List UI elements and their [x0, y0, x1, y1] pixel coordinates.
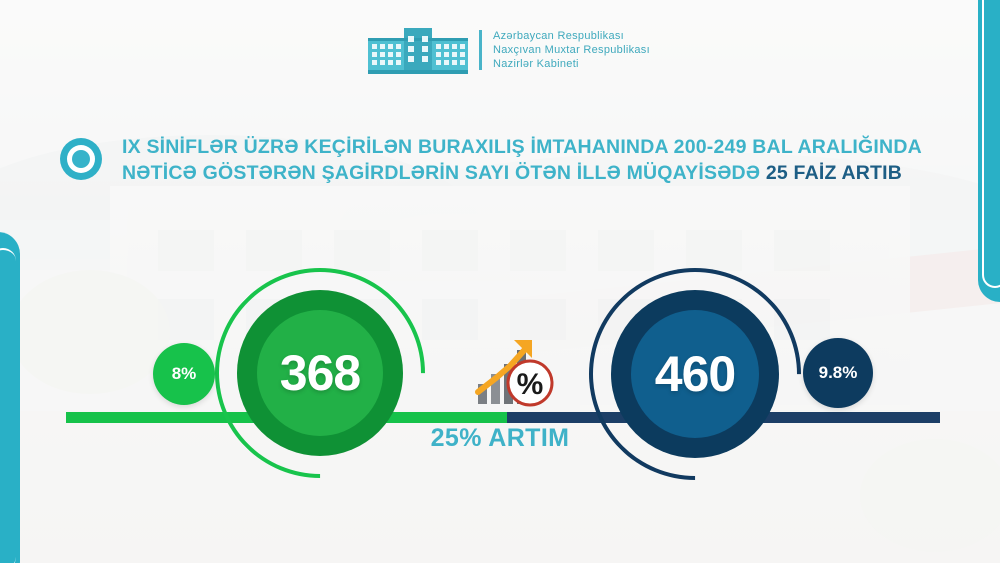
metric-right-ring: 460: [611, 290, 779, 458]
metric-left-ring: 368: [237, 290, 403, 456]
logo-line-2: Naxçıvan Muxtar Respublikası: [493, 44, 650, 56]
metric-left-value: 368: [279, 345, 361, 401]
logo-divider: [479, 30, 482, 70]
headline-line-1: IX SİNİFLƏR ÜZRƏ KEÇİRİLƏN BURAXILIŞ İMT…: [122, 136, 922, 158]
growth-label: 25% ARTIM: [430, 424, 570, 452]
ring-bullet-icon: [60, 138, 102, 180]
headline-line-2-normal: NƏTİCƏ GÖSTƏRƏN ŞAGİRDLƏRİN SAYI ÖTƏN İL…: [122, 162, 766, 185]
logo: Azərbaycan Respublikası Naxçıvan Muxtar …: [368, 26, 650, 74]
decoration-bar-left: [0, 232, 20, 563]
decoration-bar-left-outline: [0, 248, 16, 563]
metric-right[interactable]: 460: [545, 224, 845, 524]
headline-line-2: NƏTİCƏ GÖSTƏRƏN ŞAGİRDLƏRİN SAYI ÖTƏN İL…: [122, 160, 922, 186]
percent-symbol: %: [517, 368, 544, 401]
metric-right-value: 460: [654, 346, 736, 402]
metric-left-disc: 368: [257, 310, 383, 436]
logo-line-1: Azərbaycan Respublikası: [493, 30, 625, 42]
decoration-bar-right-outline: [982, 0, 1000, 288]
growth-chart-percent-icon: %: [475, 340, 554, 407]
badge-left-percent[interactable]: 8%: [153, 343, 215, 405]
baseline-bar: [66, 412, 940, 423]
logo-line-3: Nazirlər Kabineti: [493, 58, 579, 70]
logo-text: Azərbaycan Respublikası Naxçıvan Muxtar …: [493, 30, 650, 70]
page-title: IX SİNİFLƏR ÜZRƏ KEÇİRİLƏN BURAXILIŞ İMT…: [122, 134, 922, 187]
headline-line-2-emphasis: 25 FAİZ ARTIB: [765, 162, 903, 185]
badge-right-percent[interactable]: 9.8%: [803, 338, 873, 408]
metric-left[interactable]: 368: [171, 224, 469, 522]
government-building-icon: [368, 28, 468, 74]
metric-right-disc: 460: [631, 310, 759, 438]
background-sea: [0, 219, 1000, 271]
headline: IX SİNİFLƏR ÜZRƏ KEÇİRİLƏN BURAXILIŞ İMT…: [58, 134, 930, 187]
